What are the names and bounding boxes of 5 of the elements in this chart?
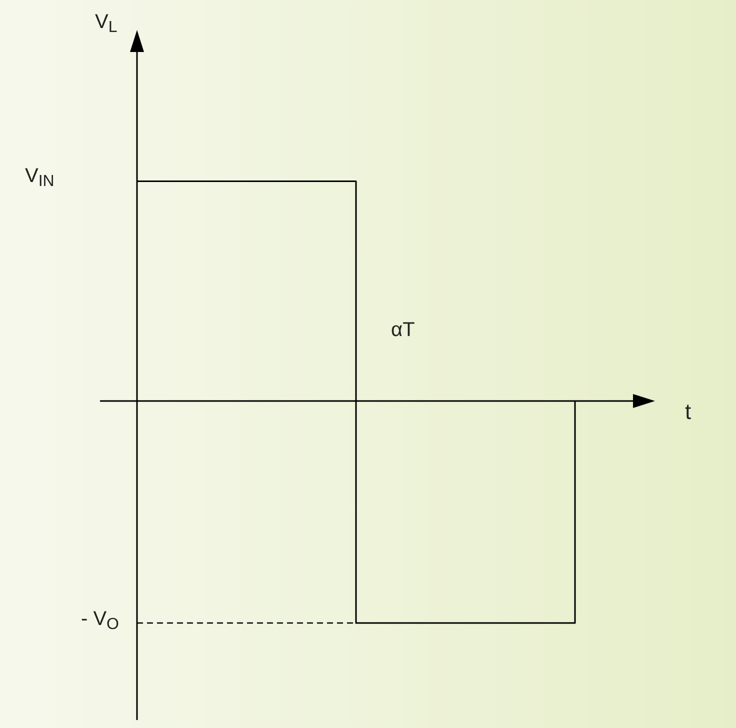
text: V$_{IN}$ [25, 165, 54, 190]
ref-line-label: - V$_{O}$ [80, 608, 119, 633]
x-axis-title: t [685, 399, 692, 424]
annotation: αT [391, 319, 415, 341]
text: V$_{L}$ [95, 11, 118, 36]
